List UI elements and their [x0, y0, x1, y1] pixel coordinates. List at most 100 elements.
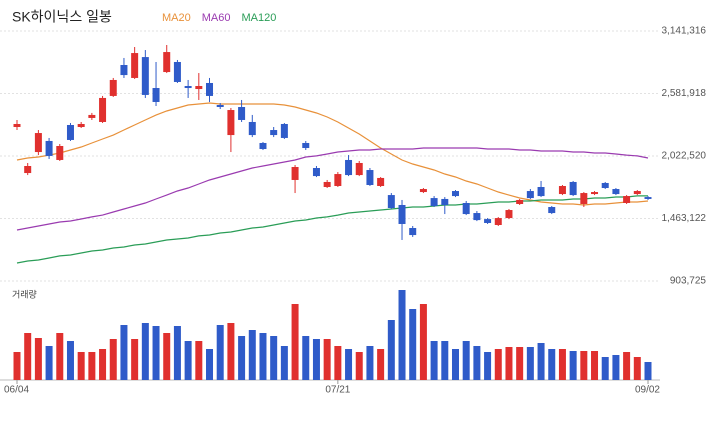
candle-body: [441, 198, 449, 205]
volume-bar: [56, 333, 64, 380]
candle-body: [206, 82, 214, 96]
candle-body: [248, 121, 256, 136]
candle-body: [227, 110, 235, 136]
candle-body: [537, 187, 545, 197]
volume-bar: [516, 347, 524, 380]
volume-bar: [473, 346, 481, 380]
volume-bar: [366, 346, 374, 380]
volume-bar: [195, 341, 203, 380]
candle-body: [141, 57, 149, 95]
candle-body: [302, 142, 310, 149]
volume-bar: [355, 352, 363, 380]
candle-body: [355, 162, 363, 176]
candle-body: [366, 170, 374, 185]
candle-body: [109, 79, 117, 96]
candle-body: [77, 123, 85, 128]
volume-bar: [248, 330, 256, 380]
candle-body: [591, 192, 599, 195]
candle-body: [451, 191, 459, 197]
chart-title: SK하이닉스 일봉: [12, 9, 112, 25]
candle-body: [484, 219, 492, 223]
legend-entry: MA120: [242, 12, 277, 24]
candle-body: [99, 97, 107, 122]
volume-bar: [291, 304, 299, 380]
volume-bar: [548, 349, 556, 380]
volume-bar: [526, 347, 534, 380]
volume-bar: [24, 333, 32, 380]
candle-body: [152, 88, 160, 102]
candle-body: [323, 181, 331, 188]
volume-bar: [558, 349, 566, 380]
volume-bar: [312, 339, 320, 380]
y-tick-label: 1,463,122: [662, 213, 707, 224]
volume-bar: [77, 352, 85, 380]
volume-bar: [88, 352, 96, 380]
volume-bar: [216, 325, 224, 380]
x-tick-label: 09/02: [635, 385, 660, 396]
candle-body: [24, 166, 32, 174]
volume-bar: [484, 352, 492, 380]
volume-bar: [377, 349, 385, 380]
candle-body: [516, 199, 524, 204]
candle-body: [13, 123, 21, 128]
y-tick-label: 2,581,918: [662, 88, 707, 99]
candle-body: [270, 130, 278, 136]
candle-body: [633, 191, 641, 195]
volume-bar: [601, 357, 609, 380]
candle-body: [34, 133, 42, 153]
candle-body: [238, 107, 246, 120]
volume-bar: [494, 349, 502, 380]
candle-body: [601, 182, 609, 189]
candle-body: [334, 174, 342, 187]
volume-bar: [591, 351, 599, 380]
volume-bar: [451, 349, 459, 380]
candle-body: [345, 159, 353, 176]
candle-body: [462, 202, 470, 215]
volume-bar: [109, 339, 117, 380]
candle-body: [505, 210, 513, 219]
volume-bar: [152, 326, 160, 380]
volume-bar: [623, 352, 631, 380]
y-tick-label: 3,141,316: [662, 26, 707, 37]
volume-bar: [430, 341, 438, 380]
y-tick-label: 2,022,520: [662, 151, 707, 162]
volume-bar: [398, 290, 406, 380]
volume-bar: [302, 336, 310, 380]
candle-body: [56, 146, 64, 160]
candle-body: [419, 189, 427, 193]
volume-bar: [184, 341, 192, 380]
candle-body: [494, 218, 502, 225]
candle-body: [195, 86, 203, 90]
ma-line: [16, 147, 649, 231]
volume-bar: [163, 333, 171, 380]
volume-bar: [131, 339, 139, 380]
volume-bar: [334, 346, 342, 380]
volume-bar: [462, 341, 470, 380]
candle-body: [526, 191, 534, 199]
candle-body: [120, 65, 128, 76]
candle-body: [580, 193, 588, 204]
candle-body: [45, 140, 53, 156]
volume-bar: [345, 349, 353, 380]
candle-body: [409, 228, 417, 236]
volume-bar: [419, 304, 427, 380]
volume-bar: [323, 339, 331, 380]
volume-bar: [612, 355, 620, 380]
candle-body: [558, 186, 566, 195]
candle-body: [259, 142, 267, 150]
volume-bar: [227, 323, 235, 380]
candle-body: [184, 86, 192, 89]
candle-body: [612, 189, 620, 195]
candle-body: [623, 196, 631, 203]
x-tick-label: 07/21: [325, 385, 350, 396]
candle-body: [173, 61, 181, 82]
volume-bar: [120, 325, 128, 380]
volume-label: 거래량: [12, 288, 37, 299]
volume-bar: [580, 351, 588, 380]
candle-body: [131, 53, 139, 78]
candle-body: [291, 167, 299, 180]
volume-bar: [409, 309, 417, 380]
volume-bar: [505, 347, 513, 380]
candle-body: [66, 124, 74, 140]
